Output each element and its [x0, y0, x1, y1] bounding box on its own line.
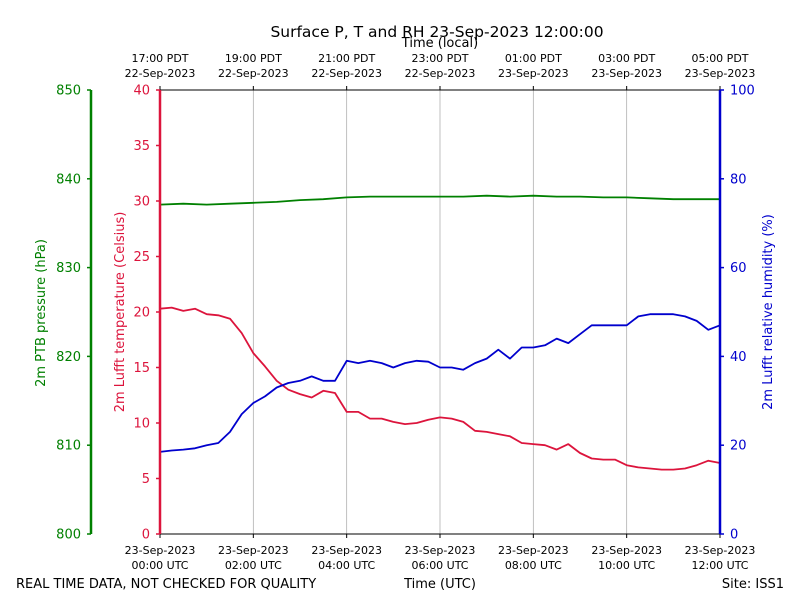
- bottom-tick-label: 08:00 UTC: [505, 559, 562, 572]
- bottom-tick-label: 02:00 UTC: [225, 559, 282, 572]
- pressure-tick-label: 850: [56, 84, 81, 99]
- top-axis-label: Time (local): [401, 36, 478, 51]
- top-tick-label: 22-Sep-2023: [405, 67, 476, 80]
- bottom-tick-label: 23-Sep-2023: [125, 544, 196, 557]
- quality-disclaimer: REAL TIME DATA, NOT CHECKED FOR QUALITY: [16, 577, 316, 592]
- temperature-axis-label: 2m Lufft temperature (Celsius): [113, 212, 128, 413]
- pressure-tick-label: 830: [56, 261, 81, 276]
- top-tick-label: 22-Sep-2023: [311, 67, 382, 80]
- temperature-tick-label: 20: [133, 306, 150, 321]
- top-tick-label: 05:00 PDT: [691, 52, 748, 65]
- bottom-tick-label: 12:00 UTC: [691, 559, 748, 572]
- top-tick-label: 17:00 PDT: [131, 52, 188, 65]
- temperature-tick-label: 5: [142, 472, 150, 487]
- pressure-tick-label: 820: [56, 350, 81, 365]
- top-tick-label: 23-Sep-2023: [591, 67, 662, 80]
- bottom-tick-label: 23-Sep-2023: [218, 544, 289, 557]
- humidity-tick-label: 80: [730, 172, 747, 187]
- temperature-tick-label: 40: [133, 84, 150, 99]
- temperature-tick-label: 30: [133, 195, 150, 210]
- site-label: Site: ISS1: [722, 577, 784, 592]
- humidity-tick-label: 0: [730, 528, 738, 543]
- bottom-tick-label: 00:00 UTC: [131, 559, 188, 572]
- top-tick-label: 03:00 PDT: [598, 52, 655, 65]
- chart-title: Surface P, T and RH 23-Sep-2023 12:00:00: [270, 23, 603, 41]
- top-tick-label: 22-Sep-2023: [125, 67, 196, 80]
- humidity-axis-label: 2m Lufft relative humidity (%): [761, 214, 776, 410]
- temperature-tick-label: 15: [133, 361, 150, 376]
- bottom-tick-label: 23-Sep-2023: [498, 544, 569, 557]
- top-tick-label: 23:00 PDT: [411, 52, 468, 65]
- bottom-tick-label: 04:00 UTC: [318, 559, 375, 572]
- temperature-tick-label: 35: [133, 139, 150, 154]
- pressure-tick-label: 800: [56, 528, 81, 543]
- pressure-line: [159, 194, 720, 206]
- humidity-line: [159, 313, 721, 453]
- pressure-axis-label: 2m PTB pressure (hPa): [34, 239, 49, 387]
- temperature-line: [159, 306, 721, 471]
- humidity-tick-label: 60: [730, 261, 747, 276]
- bottom-tick-label: 10:00 UTC: [598, 559, 655, 572]
- temperature-tick-label: 25: [133, 250, 150, 265]
- pressure-tick-label: 810: [56, 439, 81, 454]
- bottom-tick-label: 06:00 UTC: [411, 559, 468, 572]
- top-tick-label: 22-Sep-2023: [218, 67, 289, 80]
- top-tick-label: 23-Sep-2023: [498, 67, 569, 80]
- top-tick-label: 21:00 PDT: [318, 52, 375, 65]
- bottom-tick-label: 23-Sep-2023: [405, 544, 476, 557]
- bottom-axis-label: Time (UTC): [403, 577, 476, 592]
- humidity-tick-label: 40: [730, 350, 747, 365]
- temperature-tick-label: 0: [142, 528, 150, 543]
- humidity-tick-label: 100: [730, 84, 755, 99]
- bottom-tick-label: 23-Sep-2023: [591, 544, 662, 557]
- top-tick-label: 19:00 PDT: [225, 52, 282, 65]
- humidity-tick-label: 20: [730, 439, 747, 454]
- temperature-tick-label: 10: [133, 417, 150, 432]
- top-tick-label: 23-Sep-2023: [685, 67, 756, 80]
- bottom-tick-label: 23-Sep-2023: [311, 544, 382, 557]
- pressure-tick-label: 840: [56, 172, 81, 187]
- top-tick-label: 01:00 PDT: [505, 52, 562, 65]
- bottom-tick-label: 23-Sep-2023: [685, 544, 756, 557]
